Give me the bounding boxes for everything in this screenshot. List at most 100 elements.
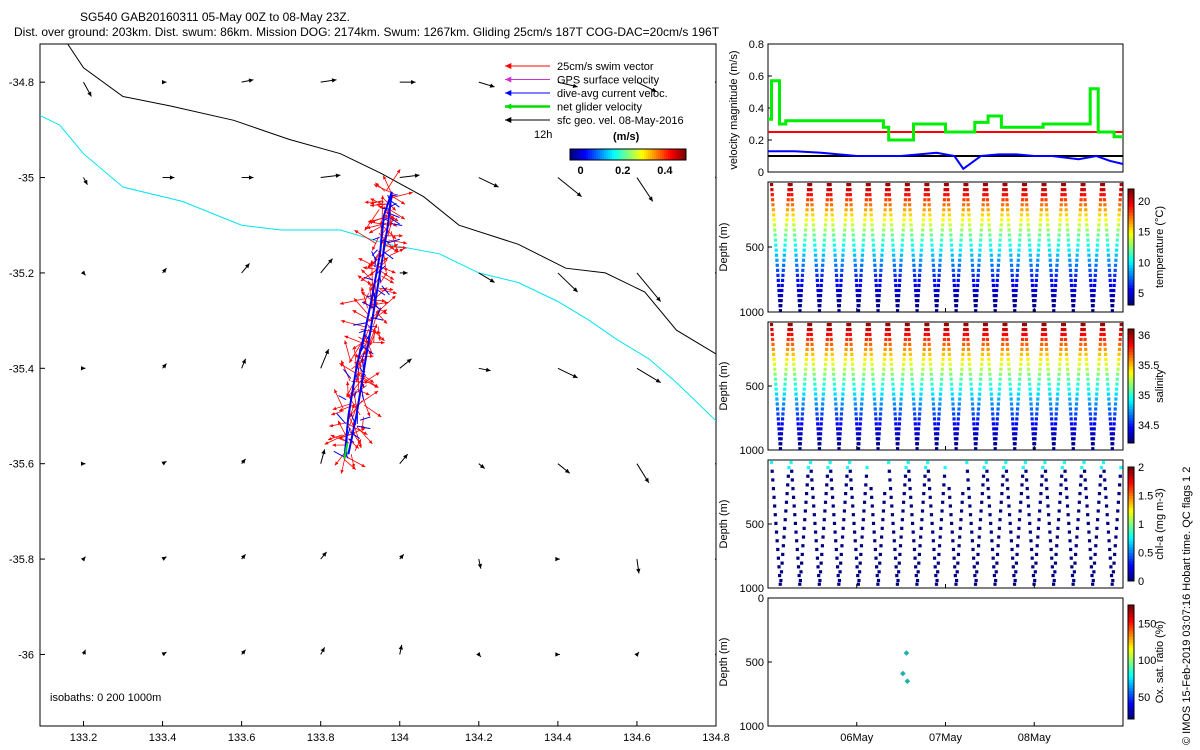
- profile-colorbar-tick: 35: [1138, 390, 1150, 402]
- profile-marker: [782, 253, 786, 257]
- profile-marker: [1089, 556, 1093, 560]
- profile-marker: [862, 509, 866, 513]
- profile-marker: [856, 447, 861, 451]
- swim-vector-arrowhead: [389, 279, 394, 284]
- profile-marker: [1096, 509, 1100, 513]
- profile-colorbar-segment: [1128, 659, 1134, 663]
- profile-marker: [856, 582, 860, 586]
- profile-marker: [1015, 552, 1019, 557]
- profile-marker: [988, 513, 992, 517]
- profile-marker: [915, 442, 920, 446]
- profile-colorbar-segment: [1128, 681, 1134, 686]
- profile-marker: [793, 521, 798, 525]
- sfc-velocity-arrowhead: [241, 358, 246, 364]
- profile-marker: [893, 417, 898, 421]
- profile-colorbar-segment: [1128, 200, 1134, 204]
- profile-marker: [941, 357, 945, 361]
- profile-marker: [926, 332, 931, 337]
- profile-marker: [845, 332, 849, 337]
- profile-colorbar-segment: [1128, 391, 1134, 396]
- profile-marker: [1089, 427, 1094, 431]
- profile-marker: [812, 513, 816, 517]
- profile-marker: [777, 293, 781, 298]
- profile-marker: [892, 530, 896, 534]
- profile-marker: [812, 367, 816, 371]
- profile-marker: [1014, 561, 1019, 565]
- profile-marker: [881, 238, 885, 242]
- profile-marker: [1050, 422, 1054, 426]
- profile-marker: [980, 352, 985, 356]
- dive-avg-current-vector: [362, 337, 365, 349]
- profile-marker: [956, 552, 961, 557]
- profile-marker: [1028, 392, 1032, 396]
- dive-avg-current-vector: [377, 289, 386, 296]
- swim-vector: [344, 340, 351, 362]
- profile-marker: [829, 478, 833, 482]
- profile-marker: [834, 539, 838, 543]
- profile-colorbar-segment: [1128, 434, 1134, 438]
- profile-marker: [825, 198, 829, 202]
- profile-marker: [1028, 243, 1032, 247]
- profile-marker: [1035, 402, 1040, 406]
- dive-avg-current-vector: [374, 304, 380, 310]
- isobath-1000m: [40, 115, 716, 422]
- profile-marker: [958, 526, 962, 530]
- profile-colorbar-segment: [1128, 506, 1134, 511]
- profile-marker: [1112, 288, 1116, 293]
- profile-marker: [957, 273, 961, 277]
- profile-marker: [1101, 183, 1106, 187]
- swim-vector-arrowhead: [338, 407, 343, 412]
- profile-marker: [1034, 561, 1038, 565]
- profile-marker: [937, 544, 942, 548]
- profile-marker: [932, 417, 937, 421]
- profile-marker: [1111, 293, 1116, 298]
- profile-marker: [1080, 327, 1084, 332]
- profile-marker: [1047, 238, 1051, 242]
- profile-marker: [865, 193, 869, 197]
- profile-marker: [952, 273, 956, 277]
- profile-marker: [1108, 417, 1112, 421]
- profile-colorbar-segment: [1128, 411, 1134, 415]
- profile-marker: [897, 283, 901, 288]
- profile-marker: [884, 198, 888, 202]
- profile-marker: [1001, 474, 1005, 478]
- profile-marker: [963, 188, 967, 192]
- profile-marker: [992, 565, 996, 569]
- profile-marker: [1112, 427, 1116, 431]
- profile-marker: [953, 432, 957, 436]
- profile-marker: [853, 253, 857, 257]
- profile-marker: [956, 417, 960, 421]
- profile-marker: [952, 412, 956, 416]
- profile-marker: [1021, 465, 1025, 470]
- profile-colorbar-tick: 0: [1138, 576, 1144, 588]
- profile-marker: [801, 544, 805, 548]
- profile-marker: [1089, 565, 1094, 569]
- sfc-velocity-arrowhead: [576, 192, 582, 197]
- profile-marker: [1078, 208, 1082, 212]
- profile-marker: [842, 372, 846, 376]
- profile-marker: [968, 367, 972, 371]
- legend-arrowhead: [505, 89, 512, 97]
- profile-marker: [1021, 193, 1025, 197]
- profile-marker: [1079, 203, 1083, 207]
- profile-marker: [951, 397, 955, 401]
- profile-marker: [858, 288, 862, 293]
- profile-marker: [837, 304, 841, 308]
- sfc-velocity-arrowhead: [162, 79, 167, 85]
- profile-marker: [936, 561, 940, 565]
- profile-marker: [929, 233, 933, 237]
- sfc-velocity-vector: [636, 367, 661, 384]
- profile-marker: [774, 387, 778, 391]
- profile-marker: [1119, 183, 1123, 187]
- profile-marker: [852, 387, 856, 391]
- profile-marker: [946, 188, 950, 192]
- profile-marker: [1029, 407, 1034, 411]
- profile-marker: [811, 357, 815, 361]
- profile-marker: [899, 392, 904, 396]
- profile-marker: [771, 347, 775, 351]
- profile-marker: [879, 402, 883, 406]
- profile-marker: [823, 362, 828, 366]
- profile-marker: [1105, 228, 1109, 232]
- profile-marker: [924, 188, 928, 192]
- profile-marker: [953, 293, 957, 298]
